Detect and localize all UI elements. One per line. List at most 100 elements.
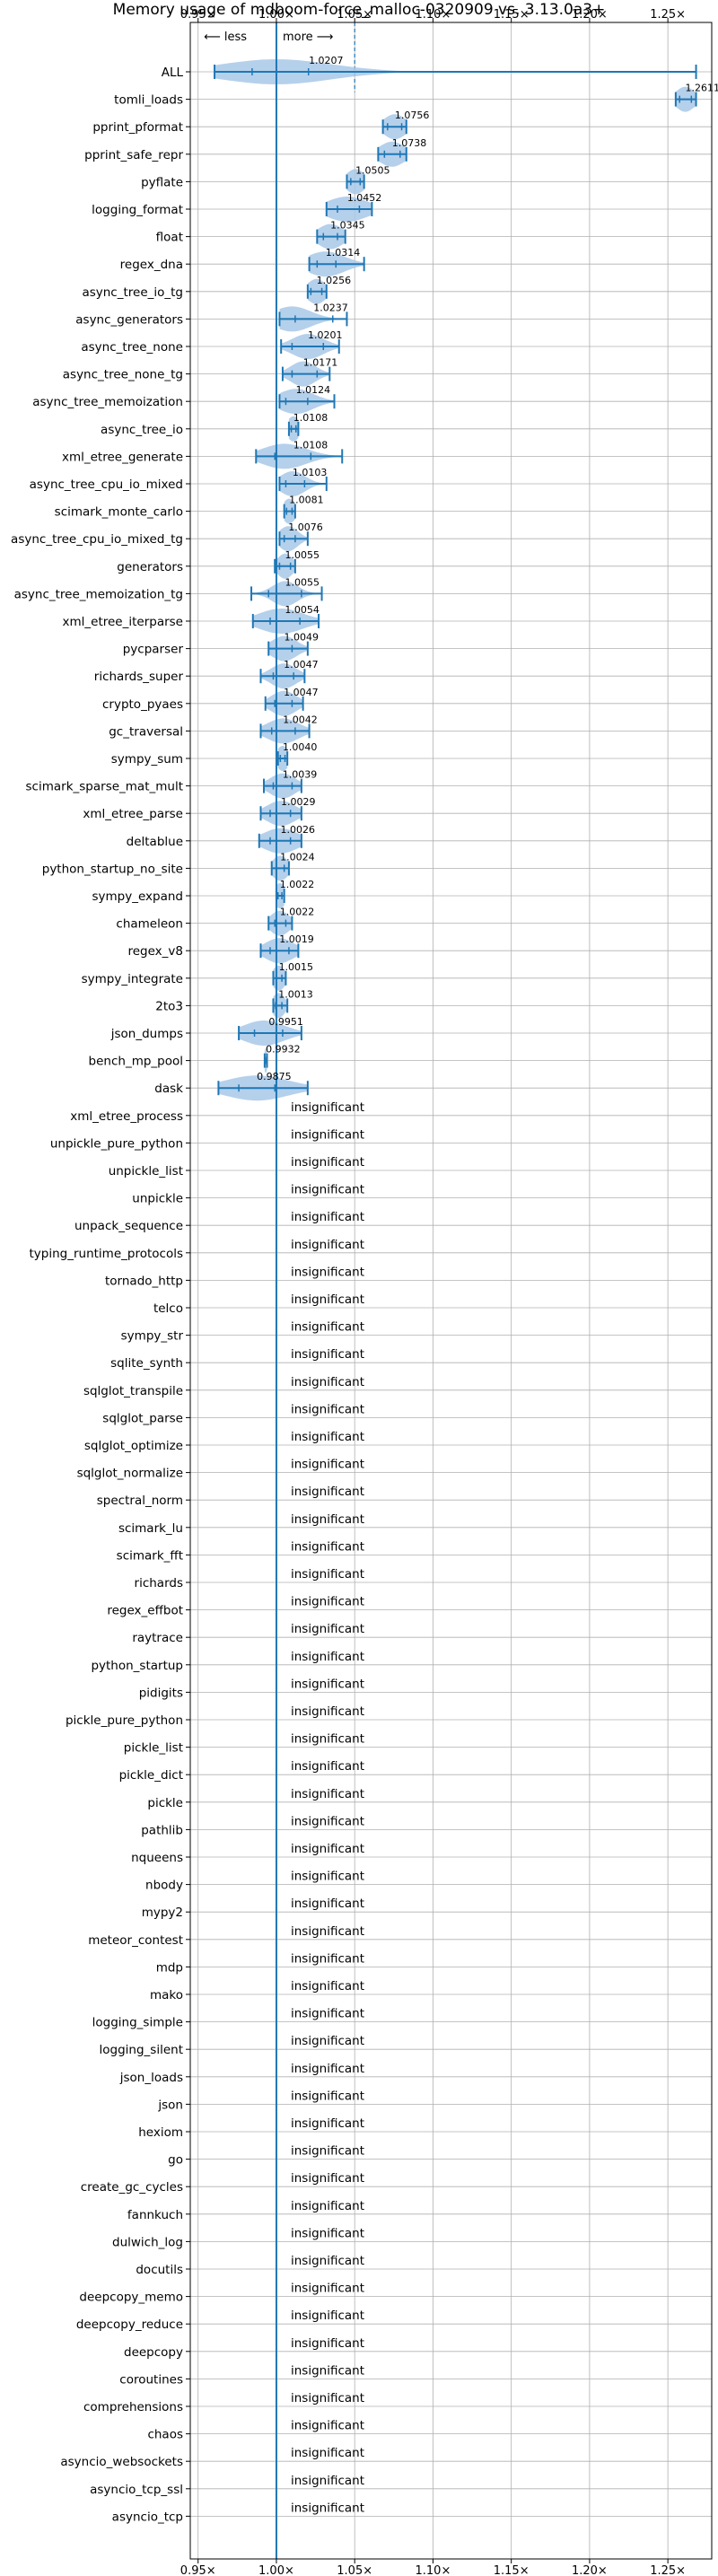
insignificant-label: insignificant: [291, 1485, 364, 1499]
benchmark-label: meteor_contest: [88, 1933, 183, 1948]
x-tick-label-top: 1.20×: [572, 8, 608, 22]
error-bars: [214, 65, 697, 1096]
benchmark-label: async_tree_memoization_tg: [14, 587, 183, 601]
benchmark-label: bench_mp_pool: [89, 1055, 183, 1069]
benchmark-label: gc_traversal: [109, 724, 183, 739]
value-label: 1.0055: [285, 576, 320, 588]
benchmark-label: async_generators: [75, 312, 183, 327]
insignificant-label: insignificant: [291, 2501, 364, 2515]
value-label: 1.0015: [279, 961, 314, 973]
value-label: 1.0314: [326, 247, 361, 258]
insignificant-label: insignificant: [291, 1567, 364, 1582]
benchmark-label: sqlite_synth: [110, 1356, 183, 1371]
value-label: 1.0124: [296, 384, 331, 396]
benchmark-label: mako: [150, 1988, 183, 2002]
benchmark-label: regex_v8: [127, 944, 183, 959]
insignificant-label: insignificant: [291, 2419, 364, 2433]
value-label: 1.0452: [347, 192, 382, 204]
insignificant-label: insignificant: [291, 1100, 364, 1115]
benchmark-label: richards_super: [94, 670, 184, 684]
benchmark-label: unpickle: [132, 1192, 183, 1206]
benchmark-label: pickle_dict: [119, 1768, 183, 1783]
annotation-more: more ⟶: [283, 31, 333, 44]
benchmark-label: regex_effbot: [107, 1604, 183, 1618]
benchmark-label: sqlglot_parse: [102, 1411, 183, 1425]
benchmark-label: scimark_lu: [118, 1521, 183, 1536]
insignificant-label: insignificant: [291, 1238, 364, 1252]
insignificant-label: insignificant: [291, 1127, 364, 1142]
benchmark-label: json: [157, 2098, 183, 2112]
benchmark-label: tomli_loads: [114, 93, 183, 108]
insignificant-label: insignificant: [291, 1732, 364, 1747]
insignificant-label: insignificant: [291, 1265, 364, 1279]
insignificant-label: insignificant: [291, 1787, 364, 1801]
value-label: 1.0029: [281, 796, 316, 808]
benchmark-label: sympy_integrate: [82, 972, 183, 986]
insignificant-label: insignificant: [291, 1320, 364, 1335]
x-tick-label-bottom: 1.20×: [572, 2564, 608, 2576]
insignificant-label: insignificant: [291, 2363, 364, 2378]
insignificant-label: insignificant: [291, 2474, 364, 2488]
benchmark-label: xml_etree_iterparse: [63, 615, 184, 629]
benchmark-label: async_tree_cpu_io_mixed: [30, 478, 183, 492]
benchmark-label: comprehensions: [83, 2400, 183, 2414]
insignificant-label: insignificant: [291, 1677, 364, 1691]
insignificant-label: insignificant: [291, 2446, 364, 2460]
insignificant-label: insignificant: [291, 1622, 364, 1636]
x-tick-label-bottom: 1.25×: [650, 2564, 686, 2576]
benchmark-label: asyncio_tcp_ssl: [90, 2483, 183, 2497]
benchmark-label: typing_runtime_protocols: [30, 1247, 184, 1261]
plot-frame: [189, 22, 713, 2560]
benchmark-label: deltablue: [127, 835, 183, 849]
benchmark-label: nqueens: [131, 1851, 183, 1865]
insignificant-label: insignificant: [291, 2254, 364, 2268]
insignificant-label: insignificant: [291, 1512, 364, 1527]
insignificant-label: insignificant: [291, 2282, 364, 2296]
benchmark-label: unpickle_list: [109, 1164, 183, 1178]
value-label: 1.0756: [395, 110, 430, 121]
insignificant-label: insignificant: [291, 2171, 364, 2186]
value-label: 1.0081: [289, 495, 324, 506]
benchmark-label: sympy_expand: [92, 889, 183, 904]
benchmark-label: sympy_sum: [111, 752, 183, 767]
insignificant-label: insignificant: [291, 1870, 364, 1884]
benchmark-label: crypto_pyaes: [102, 697, 183, 712]
benchmark-label: raytrace: [132, 1631, 183, 1645]
benchmark-label: async_tree_io_tg: [82, 285, 183, 300]
insignificant-label: insignificant: [291, 1183, 364, 1197]
benchmark-label: pickle_list: [124, 1741, 183, 1756]
value-label: 1.0022: [280, 907, 315, 918]
value-label: 1.0042: [283, 714, 318, 725]
insignificant-label: insignificant: [291, 1595, 364, 1609]
value-label: 1.0024: [280, 851, 315, 863]
value-labels: 1.0207 1.2611 1.0756 1.0738 1.0505 1.0452 1.03…: [257, 55, 718, 2515]
benchmark-label: async_tree_io: [101, 423, 183, 437]
benchmark-label: async_tree_none: [81, 340, 183, 355]
benchmark-label: fannkuch: [127, 2208, 183, 2222]
benchmark-label: deepcopy: [124, 2345, 183, 2360]
insignificant-label: insignificant: [291, 1842, 364, 1856]
value-label: 1.0047: [284, 659, 319, 670]
value-label: 1.0055: [285, 549, 320, 561]
x-tick-label-bottom: 1.10×: [416, 2564, 451, 2576]
benchmark-label: asyncio_websockets: [60, 2455, 183, 2469]
annotation-less: ⟵ less: [204, 31, 247, 44]
benchmark-label: go: [168, 2153, 183, 2168]
benchmark-label: 2to3: [155, 999, 183, 1013]
insignificant-label: insignificant: [291, 1979, 364, 1993]
insignificant-label: insignificant: [291, 2034, 364, 2048]
benchmark-label: unpack_sequence: [74, 1219, 183, 1233]
benchmark-label: async_tree_cpu_io_mixed_tg: [11, 532, 183, 547]
insignificant-label: insignificant: [291, 2116, 364, 2131]
benchmark-label: json_dumps: [110, 1027, 183, 1041]
value-label: 1.0054: [285, 604, 320, 616]
insignificant-label: insignificant: [291, 1210, 364, 1224]
benchmark-label: scimark_sparse_mat_mult: [26, 780, 183, 794]
x-tick-label-top: 1.10×: [416, 8, 451, 22]
benchmark-label: xml_etree_generate: [62, 450, 183, 464]
benchmark-label: async_tree_memoization: [32, 395, 183, 409]
value-label: 1.0076: [288, 521, 323, 533]
benchmark-label: unpickle_pure_python: [50, 1136, 183, 1151]
benchmark-label: python_startup_no_site: [42, 862, 183, 876]
